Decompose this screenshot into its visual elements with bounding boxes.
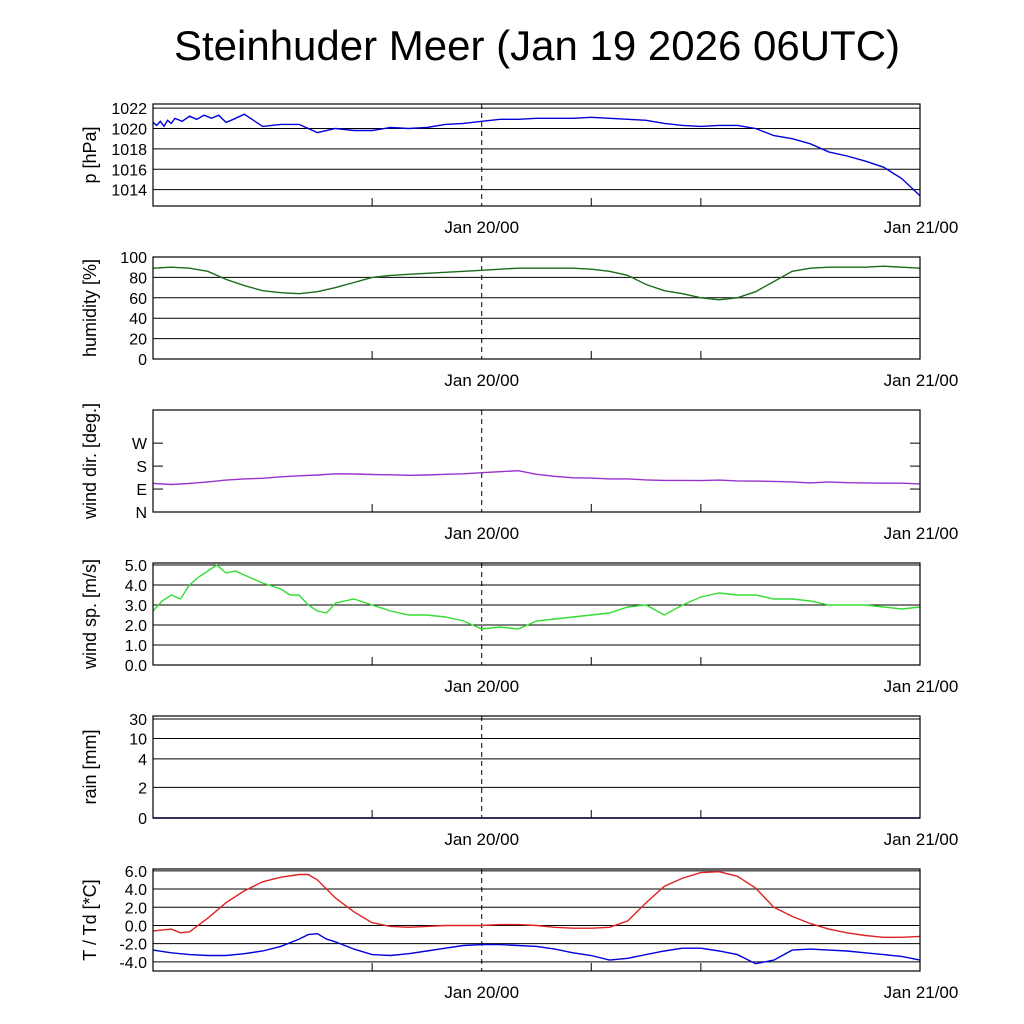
y-tick-label: 1020 xyxy=(111,121,147,138)
y-tick-label: 1022 xyxy=(111,101,147,118)
panel-frame xyxy=(152,409,921,513)
series-line-1 xyxy=(152,265,921,301)
x-tick-label: Jan 21/00 xyxy=(884,524,959,543)
y-tick-label: N xyxy=(135,505,147,522)
y-tick-label: 80 xyxy=(129,270,147,287)
y-tick-label: 4 xyxy=(138,752,147,769)
y-tick-label: 0.0 xyxy=(125,658,147,675)
y-tick-label: 20 xyxy=(129,332,147,349)
x-tick-label: Jan 20/00 xyxy=(444,524,519,543)
y-tick-label: -2.0 xyxy=(119,937,147,954)
y-tick-label: 3.0 xyxy=(125,598,147,615)
y-tick-label: 2 xyxy=(138,780,147,797)
y-axis-label: rain [mm] xyxy=(80,729,100,804)
x-tick-label: Jan 20/00 xyxy=(444,218,519,237)
x-tick-label: Jan 21/00 xyxy=(884,371,959,390)
y-tick-label: 2.0 xyxy=(125,618,147,635)
y-tick-label: 0.0 xyxy=(125,918,147,935)
y-tick-label: -4.0 xyxy=(119,955,147,972)
y-axis-label: T / Td [*C] xyxy=(80,879,100,960)
panel-frame xyxy=(152,868,921,972)
y-tick-label: 40 xyxy=(129,311,147,328)
series-line-1 xyxy=(152,113,921,197)
y-axis-label: wind dir. [deg.] xyxy=(80,403,100,520)
x-tick-label: Jan 21/00 xyxy=(884,677,959,696)
x-tick-label: Jan 21/00 xyxy=(884,218,959,237)
y-tick-label: 0 xyxy=(138,352,147,369)
x-tick-label: Jan 21/00 xyxy=(884,983,959,1002)
y-tick-label: 5.0 xyxy=(125,558,147,575)
series-line-1 xyxy=(152,469,921,486)
y-tick-label: 1016 xyxy=(111,162,147,179)
y-tick-label: 4.0 xyxy=(125,882,147,899)
y-tick-label: 2.0 xyxy=(125,900,147,917)
y-tick-label: W xyxy=(132,436,148,453)
y-tick-label: 1018 xyxy=(111,142,147,159)
x-tick-label: Jan 20/00 xyxy=(444,371,519,390)
y-tick-label: 60 xyxy=(129,291,147,308)
x-tick-label: Jan 20/00 xyxy=(444,983,519,1002)
chart-title: Steinhuder Meer (Jan 19 2026 06UTC) xyxy=(173,22,901,69)
y-tick-label: 1.0 xyxy=(125,638,147,655)
series-line-2 xyxy=(152,932,921,965)
y-tick-label: 10 xyxy=(129,731,147,748)
series-line-1 xyxy=(152,870,921,938)
y-axis-label: p [hPa] xyxy=(80,126,100,183)
panel-frame xyxy=(152,715,921,819)
y-axis-label: humidity [%] xyxy=(80,259,100,357)
x-tick-label: Jan 20/00 xyxy=(444,677,519,696)
panel-frame xyxy=(152,103,921,207)
x-tick-label: Jan 21/00 xyxy=(884,830,959,849)
panel-frame xyxy=(152,562,921,666)
y-axis-label: wind sp. [m/s] xyxy=(80,559,100,670)
y-tick-label: 4.0 xyxy=(125,578,147,595)
y-tick-label: 1014 xyxy=(111,183,147,200)
y-tick-label: E xyxy=(136,482,147,499)
series-line-1 xyxy=(152,564,921,630)
y-tick-label: 100 xyxy=(120,250,147,267)
y-tick-label: 6.0 xyxy=(125,864,147,881)
y-tick-label: S xyxy=(136,459,147,476)
panel-frame xyxy=(152,256,921,360)
y-tick-label: 0 xyxy=(138,811,147,828)
y-tick-label: 30 xyxy=(129,712,147,729)
x-tick-label: Jan 20/00 xyxy=(444,830,519,849)
